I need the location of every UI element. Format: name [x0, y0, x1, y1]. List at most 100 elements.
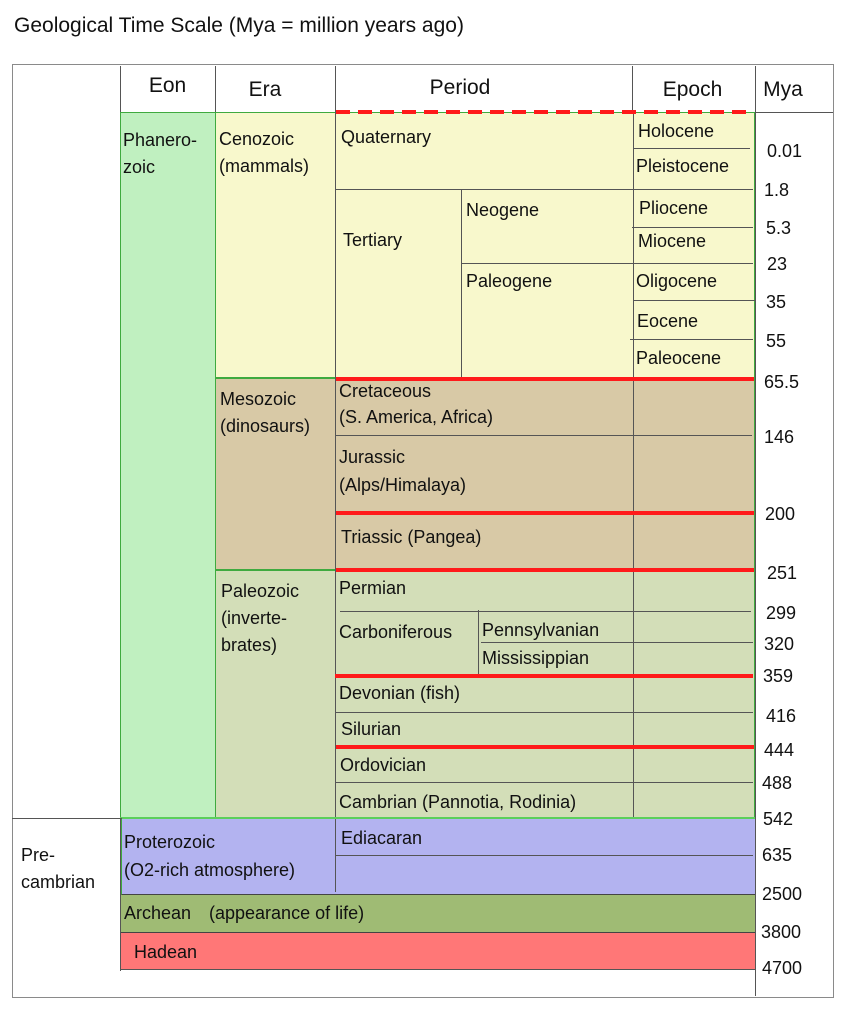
- boundary-kpg: [336, 377, 754, 381]
- mya-value: 299: [766, 603, 797, 623]
- mya-value: 3800: [761, 922, 802, 942]
- period-column-divider: [335, 112, 336, 819]
- header-mya: Mya: [763, 78, 803, 101]
- period-mississippian: Mississippian: [482, 648, 590, 668]
- devonian-silurian-boundary: [335, 712, 753, 713]
- precambrian-top-line: [12, 818, 122, 819]
- mya-value: 55: [766, 331, 787, 351]
- mya-column-divider: [755, 66, 756, 996]
- eon-hadean: [121, 933, 755, 970]
- phanerozoic-bottom-border: [120, 817, 755, 819]
- period-cambrian: Cambrian (Pannotia, Rodinia): [339, 792, 577, 812]
- boundary-ordovician-silurian: [336, 745, 754, 749]
- precambrian-left-edge: [120, 819, 121, 971]
- cretaceous-jurassic-boundary: [335, 435, 752, 436]
- period-ediacaran: Ediacaran: [341, 828, 423, 848]
- label-line: Pre-: [21, 845, 56, 865]
- mya-value: 65.5: [764, 372, 800, 392]
- mya-value: 35: [766, 292, 787, 312]
- ediacaran-boundary: [336, 855, 753, 856]
- mya-value: 444: [764, 740, 795, 760]
- ordovician-cambrian-boundary: [335, 782, 753, 783]
- epoch-pleistocene: Pleistocene: [636, 156, 730, 176]
- period-quaternary: Quaternary: [341, 127, 432, 147]
- label-line: zoic: [123, 157, 156, 177]
- label-line: (inverte-: [221, 608, 288, 628]
- period-tertiary: Tertiary: [343, 230, 403, 250]
- boundary-permian-triassic: [336, 568, 754, 572]
- label-line: brates): [221, 635, 278, 655]
- pliocene-miocene-boundary: [632, 227, 753, 228]
- eon-hadean-label: Hadean: [134, 942, 198, 962]
- supereon-precambrian: Pre- cambrian: [21, 842, 95, 896]
- header-eon: Eon: [148, 74, 187, 97]
- table-frame: [12, 64, 834, 998]
- period-cretaceous: Cretaceous (S. America, Africa): [339, 378, 493, 430]
- boundary-late-devonian: [335, 674, 753, 678]
- mya-value: 200: [765, 504, 796, 524]
- mya-value: 146: [764, 427, 795, 447]
- eocene-paleocene-boundary: [630, 339, 753, 340]
- label-line: (O2-rich atmosphere): [124, 860, 296, 880]
- label-line: (mammals): [219, 156, 309, 176]
- label-line: Phanero-: [123, 130, 198, 150]
- permian-carboniferous-boundary: [340, 611, 751, 612]
- proterozoic-period-divider: [335, 819, 336, 892]
- period-carboniferous: Carboniferous: [339, 622, 453, 642]
- period-permian: Permian: [339, 578, 407, 598]
- header-period: Period: [429, 76, 491, 99]
- mya-value: 320: [764, 634, 795, 654]
- mya-value: 1.8: [764, 180, 790, 200]
- boundary-dashed-present: [336, 110, 753, 114]
- label-line: (Alps/Himalaya): [339, 475, 467, 495]
- quaternary-tertiary-boundary: [335, 189, 753, 190]
- tertiary-subdivision-divider: [461, 189, 462, 377]
- period-paleogene: Paleogene: [466, 271, 553, 291]
- label-line: Jurassic: [339, 447, 406, 467]
- mya-value: 542: [763, 809, 794, 829]
- eon-archean: [121, 895, 755, 933]
- header-bottom-line: [755, 112, 833, 113]
- label-line: cambrian: [21, 872, 96, 892]
- epoch-column-divider: [633, 112, 634, 817]
- mya-value: 5.3: [766, 218, 792, 238]
- eon-proterozoic: [121, 819, 755, 895]
- label-line: (S. America, Africa): [339, 407, 494, 427]
- mya-value: 416: [766, 706, 797, 726]
- label-line: Paleozoic: [221, 581, 300, 601]
- period-ordovician: Ordovician: [340, 755, 427, 775]
- neogene-paleogene-boundary: [461, 263, 753, 264]
- label-line: Cretaceous: [339, 381, 432, 401]
- era-cenozoic-label: Cenozoic (mammals): [219, 126, 309, 180]
- mya-value: 23: [767, 254, 788, 274]
- period-neogene: Neogene: [466, 200, 540, 220]
- header-era: Era: [248, 78, 282, 101]
- era-mesozoic-label: Mesozoic (dinosaurs): [220, 386, 310, 440]
- period-jurassic: Jurassic (Alps/Himalaya): [339, 443, 466, 499]
- mya-value: 635: [762, 845, 793, 865]
- mya-value: 2500: [762, 884, 803, 904]
- era-cenozoic: [215, 112, 755, 378]
- period-devonian: Devonian (fish): [339, 683, 461, 703]
- mya-value: 488: [762, 773, 793, 793]
- epoch-holocene: Holocene: [638, 121, 715, 141]
- mya-value: 251: [767, 563, 798, 583]
- era-paleozoic-label: Paleozoic (inverte- brates): [221, 578, 299, 659]
- header-epoch: Epoch: [662, 78, 723, 101]
- eon-phanerozoic: Phanero- zoic: [120, 112, 216, 819]
- epoch-eocene: Eocene: [637, 311, 699, 331]
- eon-archean-label: Archean: [124, 903, 192, 923]
- period-triassic: Triassic (Pangea): [341, 527, 482, 547]
- mya-value: 359: [763, 666, 794, 686]
- label-line: Cenozoic: [219, 129, 295, 149]
- eon-proterozoic-label: Proterozoic (O2-rich atmosphere): [124, 828, 295, 884]
- period-pennsylvanian: Pennsylvanian: [482, 620, 600, 640]
- header-divider: [120, 66, 121, 112]
- boundary-triassic-jurassic: [336, 511, 754, 515]
- epoch-oligocene: Oligocene: [636, 271, 718, 291]
- header-divider: [632, 66, 633, 112]
- eon-archean-note: (appearance of life): [209, 903, 365, 923]
- label-line: (dinosaurs): [220, 416, 311, 436]
- header-divider: [215, 66, 216, 112]
- pennsylvanian-mississippian-boundary: [481, 642, 753, 643]
